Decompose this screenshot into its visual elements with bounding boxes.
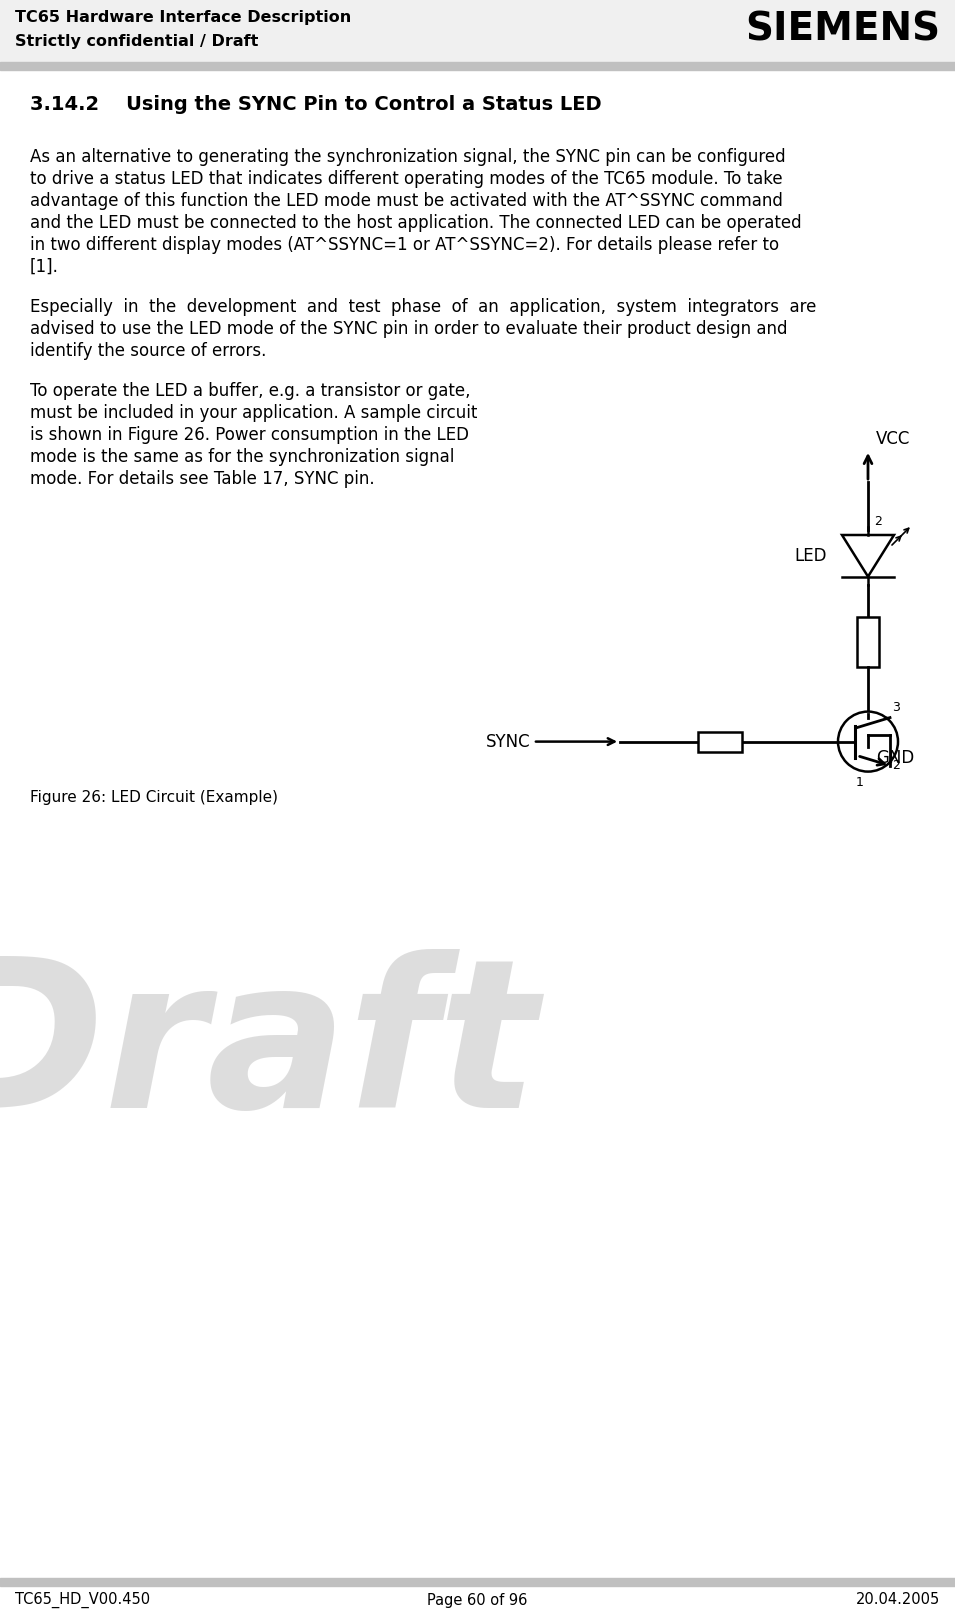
Text: VCC: VCC	[876, 430, 910, 448]
Text: 2: 2	[892, 759, 900, 772]
Text: advised to use the LED mode of the SYNC pin in order to evaluate their product d: advised to use the LED mode of the SYNC …	[30, 320, 788, 338]
Text: SIEMENS: SIEMENS	[745, 10, 940, 49]
Text: [1].: [1].	[30, 257, 59, 277]
Text: LED: LED	[795, 547, 827, 565]
Text: 20.04.2005: 20.04.2005	[856, 1592, 940, 1608]
Text: is shown in Figure 26. Power consumption in the LED: is shown in Figure 26. Power consumption…	[30, 426, 469, 443]
Text: advantage of this function the LED mode must be activated with the AT^SSYNC comm: advantage of this function the LED mode …	[30, 193, 783, 210]
Bar	[698, 731, 742, 752]
Text: Figure 26: LED Circuit (Example): Figure 26: LED Circuit (Example)	[30, 790, 278, 806]
Text: mode. For details see Table 17, SYNC pin.: mode. For details see Table 17, SYNC pin…	[30, 469, 374, 489]
Text: 1: 1	[856, 775, 864, 788]
Text: identify the source of errors.: identify the source of errors.	[30, 341, 266, 359]
Circle shape	[838, 712, 898, 772]
Text: Especially  in  the  development  and  test  phase  of  an  application,  system: Especially in the development and test p…	[30, 298, 817, 316]
Text: in two different display modes (AT^SSYNC=1 or AT^SSYNC=2). For details please re: in two different display modes (AT^SSYNC…	[30, 236, 779, 254]
Text: TC65_HD_V00.450: TC65_HD_V00.450	[15, 1592, 150, 1608]
Text: To operate the LED a buffer, e.g. a transistor or gate,: To operate the LED a buffer, e.g. a tran…	[30, 382, 471, 400]
Text: As an alternative to generating the synchronization signal, the SYNC pin can be : As an alternative to generating the sync…	[30, 147, 786, 167]
Bar	[857, 616, 879, 667]
Text: to drive a status LED that indicates different operating modes of the TC65 modul: to drive a status LED that indicates dif…	[30, 170, 783, 188]
Text: GND: GND	[876, 749, 914, 767]
Bar	[0, 0, 955, 61]
Text: 3.14.2    Using the SYNC Pin to Control a Status LED: 3.14.2 Using the SYNC Pin to Control a S…	[30, 95, 602, 113]
Text: Strictly confidential / Draft: Strictly confidential / Draft	[15, 34, 259, 49]
Text: and the LED must be connected to the host application. The connected LED can be : and the LED must be connected to the hos…	[30, 214, 801, 231]
Text: TC65 Hardware Interface Description: TC65 Hardware Interface Description	[15, 10, 351, 24]
Text: mode is the same as for the synchronization signal: mode is the same as for the synchronizat…	[30, 448, 455, 466]
Bar	[0, 61, 955, 70]
Text: SYNC: SYNC	[485, 733, 530, 751]
Text: 3: 3	[892, 701, 900, 714]
Text: 2: 2	[874, 515, 881, 527]
Text: Page 60 of 96: Page 60 of 96	[427, 1592, 527, 1608]
Text: Draft: Draft	[0, 950, 539, 1150]
Text: must be included in your application. A sample circuit: must be included in your application. A …	[30, 404, 478, 422]
Bar	[0, 1578, 955, 1586]
